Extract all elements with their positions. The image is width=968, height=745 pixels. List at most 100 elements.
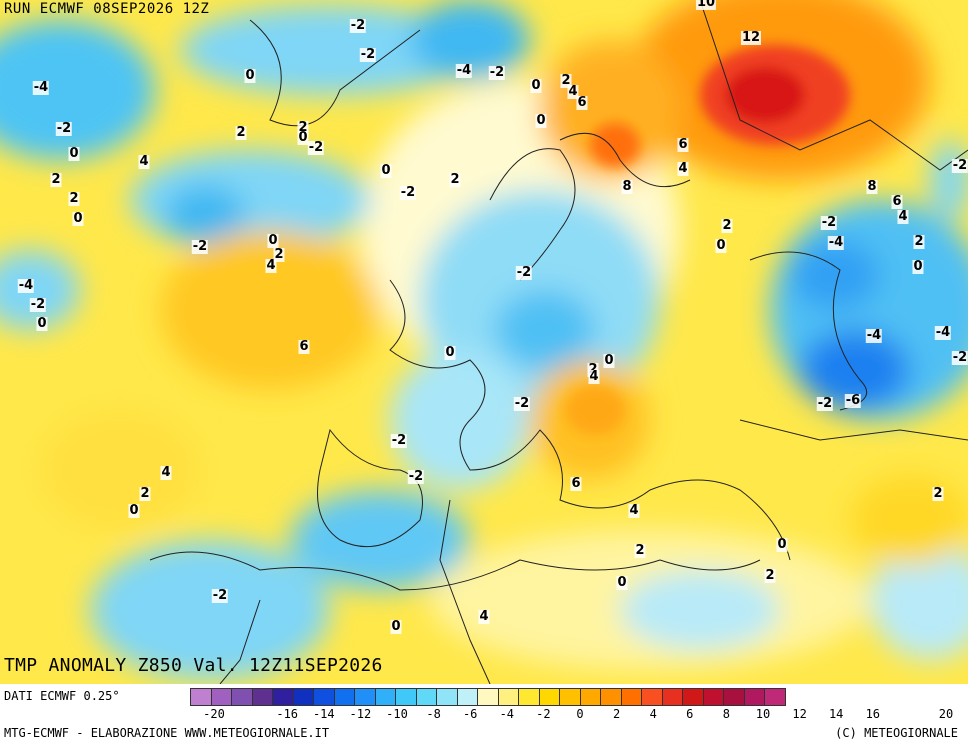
contour-label: 8 <box>621 179 633 194</box>
colorbar-swatch <box>231 688 252 706</box>
colorbar-swatch <box>251 688 272 706</box>
colorbar-tick-label: 4 <box>649 707 657 721</box>
contour-label: -2 <box>407 469 425 484</box>
contour-label: 6 <box>677 137 689 152</box>
contour-label: 4 <box>478 609 490 624</box>
colorbar-swatch <box>395 688 416 706</box>
contour-label: 0 <box>616 575 628 590</box>
contour-label: 0 <box>444 345 456 360</box>
contour-label: 4 <box>160 465 172 480</box>
map-field <box>0 0 968 684</box>
contour-label: 0 <box>776 537 788 552</box>
colorbar-swatch <box>620 688 641 706</box>
colorbar-swatch <box>600 688 621 706</box>
contour-label: 6 <box>891 194 903 209</box>
colorbar-swatch <box>190 688 211 706</box>
footer-copyright: (C) METEOGIORNALE <box>835 726 958 740</box>
contour-label: 10 <box>695 0 717 10</box>
contour-label: 0 <box>380 163 392 178</box>
colorbar-swatch <box>374 688 395 706</box>
colorbar-swatch <box>497 688 518 706</box>
contour-label: -2 <box>513 396 531 411</box>
contour-label: -2 <box>515 265 533 280</box>
contour-label: 4 <box>567 84 579 99</box>
colorbar-tick-label: 12 <box>792 707 807 721</box>
contour-label: 2 <box>764 568 776 583</box>
contour-label: 8 <box>866 179 878 194</box>
contour-label: -2 <box>29 297 47 312</box>
contour-label: 2 <box>913 234 925 249</box>
contour-label: -4 <box>17 278 35 293</box>
colorbar-tick-label: 2 <box>612 707 621 721</box>
colorbar-swatch <box>579 688 600 706</box>
contour-label: -2 <box>359 47 377 62</box>
colorbar-tick-label: -2 <box>536 707 551 721</box>
colorbar-tick-label: -14 <box>312 707 335 721</box>
contour-label: 6 <box>570 476 582 491</box>
contour-label: 4 <box>677 161 689 176</box>
colorbar-tick-label: -8 <box>426 707 441 721</box>
colorbar-swatch <box>723 688 744 706</box>
contour-label: 0 <box>68 146 80 161</box>
contour-label: 4 <box>897 209 909 224</box>
contour-label: -2 <box>307 140 325 155</box>
contour-label: 0 <box>36 316 48 331</box>
colorbar-swatch <box>661 688 682 706</box>
colorbar-ticks: -20 -16 -14 -12 -10 -8 -6 -4 -2 0 2 4 6 8 10 12 14 16 20 <box>190 707 968 723</box>
contour-label: 2 <box>721 218 733 233</box>
colorbar-swatch <box>333 688 354 706</box>
contour-label: -4 <box>32 80 50 95</box>
colorbar-swatch <box>743 688 764 706</box>
contour-label: -2 <box>55 121 73 136</box>
contour-label: -2 <box>951 350 968 365</box>
contour-label: 2 <box>560 73 572 88</box>
colorbar-swatch <box>682 688 703 706</box>
contour-label: -4 <box>827 235 845 250</box>
contour-label: -2 <box>349 18 367 33</box>
contour-label: 0 <box>267 233 279 248</box>
colorbar-swatch <box>436 688 457 706</box>
colorbar-tick-label: 8 <box>722 707 731 721</box>
contour-label: 4 <box>265 258 277 273</box>
map-title: TMP ANOMALY Z850 Val. 12Z11SEP2026 <box>4 655 383 676</box>
colorbar-tick-label: 6 <box>686 707 694 721</box>
contour-label: -2 <box>951 158 968 173</box>
contour-label: 6 <box>576 95 588 110</box>
contour-label: 0 <box>530 78 542 93</box>
colorbar-swatch <box>518 688 539 706</box>
colorbar-swatch <box>641 688 662 706</box>
contour-label: 4 <box>138 154 150 169</box>
colorbar-swatch <box>538 688 559 706</box>
contour-label: 2 <box>235 125 247 140</box>
contour-label: 4 <box>588 369 600 384</box>
contour-label: 2 <box>449 172 461 187</box>
contour-label: 4 <box>628 503 640 518</box>
run-label: RUN ECMWF 08SEP2026 12Z <box>4 1 210 17</box>
colorbar-swatch <box>702 688 723 706</box>
contour-label: -2 <box>820 215 838 230</box>
temperature-anomaly-map: -4 -2 0 4 2 2 0 -2 0 2 2 0 -2 -2 -2 -4 -2 0 -2 2 0 0 2 4 6 10 12 6 4… <box>0 0 968 684</box>
colorbar-swatch <box>456 688 477 706</box>
contour-label: -2 <box>211 588 229 603</box>
colorbar-tick-label: -12 <box>349 707 372 721</box>
contour-label: 2 <box>68 191 80 206</box>
colorbar-swatch <box>292 688 313 706</box>
contour-label: -2 <box>399 185 417 200</box>
contour-label: 0 <box>715 238 727 253</box>
contour-label: -2 <box>390 433 408 448</box>
contour-label: -2 <box>488 65 506 80</box>
contour-label: 0 <box>912 259 924 274</box>
colorbar-tick-label: -20 <box>203 707 225 721</box>
contour-label: -2 <box>816 396 834 411</box>
colorbar-swatch <box>477 688 498 706</box>
colorbar-tick-label: 14 <box>828 707 844 721</box>
contour-label: -4 <box>934 325 952 340</box>
contour-label: -6 <box>844 393 862 408</box>
colorbar-swatch <box>313 688 334 706</box>
colorbar-tick-label: -4 <box>499 707 515 721</box>
colorbar-swatch <box>272 688 293 706</box>
colorbar-tick-label: 20 <box>938 707 954 721</box>
contour-label: 2 <box>932 486 944 501</box>
colorbar-swatch <box>354 688 375 706</box>
contour-label: -2 <box>191 239 209 254</box>
